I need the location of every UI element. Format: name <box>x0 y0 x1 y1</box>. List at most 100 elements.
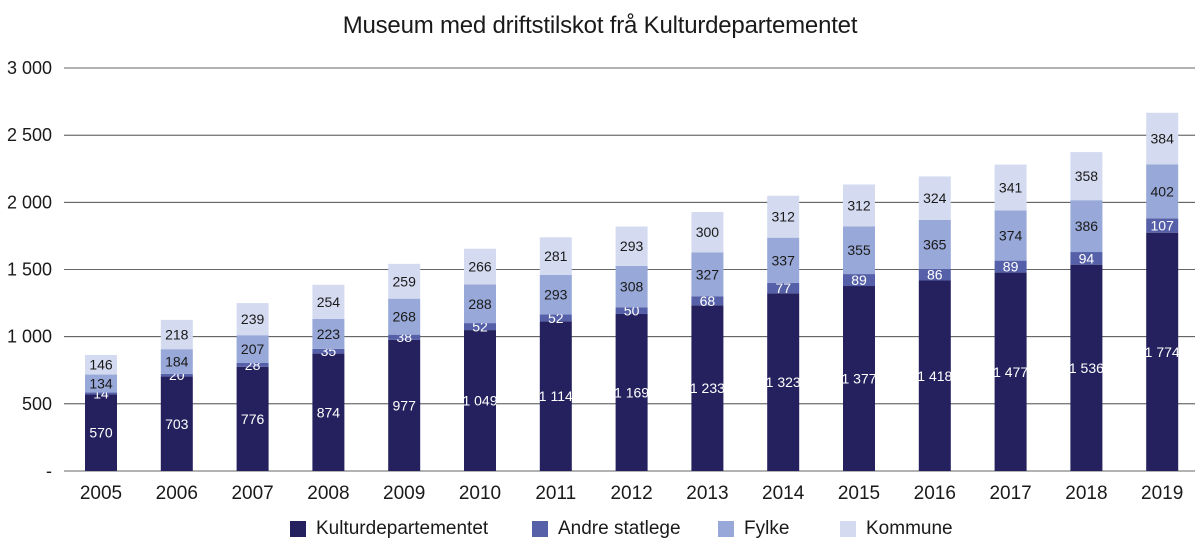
data-label-andre-statlege-2018: 94 <box>1079 250 1095 266</box>
y-tick-label-3000: 3 000 <box>7 58 52 78</box>
legend-label-kulturdepartementet: Kulturdepartementet <box>316 518 489 539</box>
legend-label-kommune: Kommune <box>866 518 953 539</box>
data-label-kulturdepartementet-2012: 1 169 <box>614 384 649 400</box>
legend-swatch-andre-statlege <box>532 521 548 537</box>
bar-andre-statlege-2018 <box>1070 252 1103 265</box>
bar-kulturdepartementet-2008 <box>312 353 345 471</box>
data-label-fylke-2008: 223 <box>317 326 341 342</box>
bar-andre-statlege-2009 <box>388 334 421 340</box>
bar-andre-statlege-2005 <box>85 392 117 395</box>
data-label-kommune-2014: 312 <box>772 209 796 225</box>
bar-kommune-2007 <box>236 303 269 336</box>
x-tick-label-2005: 2005 <box>80 483 122 504</box>
data-label-kommune-2019: 384 <box>1151 131 1175 147</box>
data-label-fylke-2018: 386 <box>1075 218 1099 234</box>
x-tick-label-2006: 2006 <box>156 483 198 504</box>
data-label-kulturdepartementet-2007: 776 <box>241 411 265 427</box>
bar-fylke-2014 <box>767 237 800 283</box>
chart-legend: Kulturdepartementet Andre statlege Fylke… <box>0 518 1200 542</box>
data-label-kommune-2010: 266 <box>468 259 492 275</box>
data-label-kulturdepartementet-2011: 1 114 <box>539 388 573 404</box>
bar-kulturdepartementet-2011 <box>539 321 572 471</box>
y-tick-label-0: - <box>46 461 52 481</box>
y-tick-label-500: 500 <box>22 394 52 414</box>
bar-andre-statlege-2007 <box>236 362 269 367</box>
bar-kulturdepartementet-2010 <box>464 330 496 471</box>
y-tick-label-1500: 1 500 <box>7 260 52 280</box>
bar-fylke-2007 <box>236 335 269 363</box>
bar-andre-statlege-2014 <box>767 282 800 294</box>
y-tick-label-1000: 1 000 <box>7 327 52 347</box>
x-tick-label-2010: 2010 <box>459 483 501 504</box>
data-label-fylke-2016: 365 <box>923 236 947 252</box>
y-tick-label-2500: 2 500 <box>7 125 52 145</box>
data-label-fylke-2012: 308 <box>620 279 644 295</box>
bar-kulturdepartementet-2014 <box>767 293 800 471</box>
bar-kommune-2006 <box>160 319 193 350</box>
bar-andre-statlege-2016 <box>918 268 951 281</box>
bar-kommune-2010 <box>464 248 496 285</box>
x-tick-label-2018: 2018 <box>1065 483 1107 504</box>
data-label-fylke-2006: 184 <box>165 354 189 370</box>
data-label-kommune-2018: 358 <box>1075 168 1099 184</box>
data-label-kommune-2009: 259 <box>393 273 417 289</box>
data-label-kulturdepartementet-2013: 1 233 <box>690 380 725 396</box>
x-tick-label-2012: 2012 <box>610 483 652 504</box>
bar-fylke-2015 <box>843 226 875 275</box>
data-label-kommune-2008: 254 <box>317 294 341 310</box>
data-label-fylke-2019: 402 <box>1151 183 1175 199</box>
bar-fylke-2011 <box>539 275 572 315</box>
bar-andre-statlege-2013 <box>691 296 724 306</box>
data-label-kulturdepartementet-2006: 703 <box>165 416 189 432</box>
data-label-andre-statlege-2015: 89 <box>851 272 867 288</box>
legend-item-fylke: Fylke <box>718 518 789 540</box>
data-label-kulturdepartementet-2010: 1 049 <box>462 393 497 409</box>
bar-kommune-2009 <box>388 263 421 299</box>
data-label-fylke-2013: 327 <box>696 266 720 282</box>
bar-fylke-2017 <box>994 210 1027 261</box>
x-tick-label-2011: 2011 <box>535 483 576 504</box>
bar-kommune-2017 <box>994 164 1027 211</box>
data-label-kommune-2007: 239 <box>241 311 265 327</box>
bar-kulturdepartementet-2005 <box>85 394 117 471</box>
data-label-fylke-2017: 374 <box>999 228 1023 244</box>
bar-kulturdepartementet-2017 <box>994 272 1027 471</box>
data-label-andre-statlege-2013: 68 <box>700 293 716 309</box>
data-label-andre-statlege-2014: 77 <box>775 280 791 296</box>
data-label-kommune-2005: 146 <box>89 357 113 373</box>
data-label-andre-statlege-2016: 86 <box>927 267 943 283</box>
bar-kulturdepartementet-2015 <box>843 286 875 471</box>
bar-fylke-2006 <box>160 349 193 374</box>
x-tick-label-2014: 2014 <box>762 483 805 504</box>
x-tick-label-2015: 2015 <box>838 483 880 504</box>
bar-kulturdepartementet-2007 <box>236 366 269 471</box>
bar-fylke-2016 <box>918 219 951 269</box>
x-tick-label-2009: 2009 <box>383 483 425 504</box>
bar-kommune-2016 <box>918 176 951 220</box>
data-label-kulturdepartementet-2015: 1 377 <box>841 371 876 387</box>
data-label-kommune-2012: 293 <box>620 238 644 254</box>
bar-kommune-2014 <box>767 195 800 238</box>
bar-fylke-2005 <box>85 374 117 393</box>
y-tick-label-2000: 2 000 <box>7 192 52 212</box>
bar-andre-statlege-2010 <box>464 323 496 331</box>
legend-swatch-kulturdepartementet <box>290 521 306 537</box>
bar-kommune-2015 <box>843 184 875 227</box>
data-label-fylke-2015: 355 <box>847 242 871 258</box>
bar-fylke-2018 <box>1070 200 1103 253</box>
bar-andre-statlege-2019 <box>1146 218 1179 233</box>
data-label-kulturdepartementet-2009: 977 <box>393 397 417 413</box>
legend-label-fylke: Fylke <box>744 518 790 539</box>
data-label-fylke-2007: 207 <box>241 341 265 357</box>
bar-fylke-2008 <box>312 318 345 349</box>
data-label-fylke-2009: 268 <box>393 309 417 325</box>
bar-andre-statlege-2011 <box>539 314 572 322</box>
bar-kulturdepartementet-2012 <box>615 313 648 471</box>
data-label-andre-statlege-2019: 107 <box>1151 218 1175 234</box>
bar-andre-statlege-2017 <box>994 260 1027 273</box>
x-tick-label-2016: 2016 <box>914 483 956 504</box>
bar-kommune-2008 <box>312 284 345 319</box>
data-label-kulturdepartementet-2008: 874 <box>317 404 341 420</box>
bar-kulturdepartementet-2013 <box>691 305 724 471</box>
